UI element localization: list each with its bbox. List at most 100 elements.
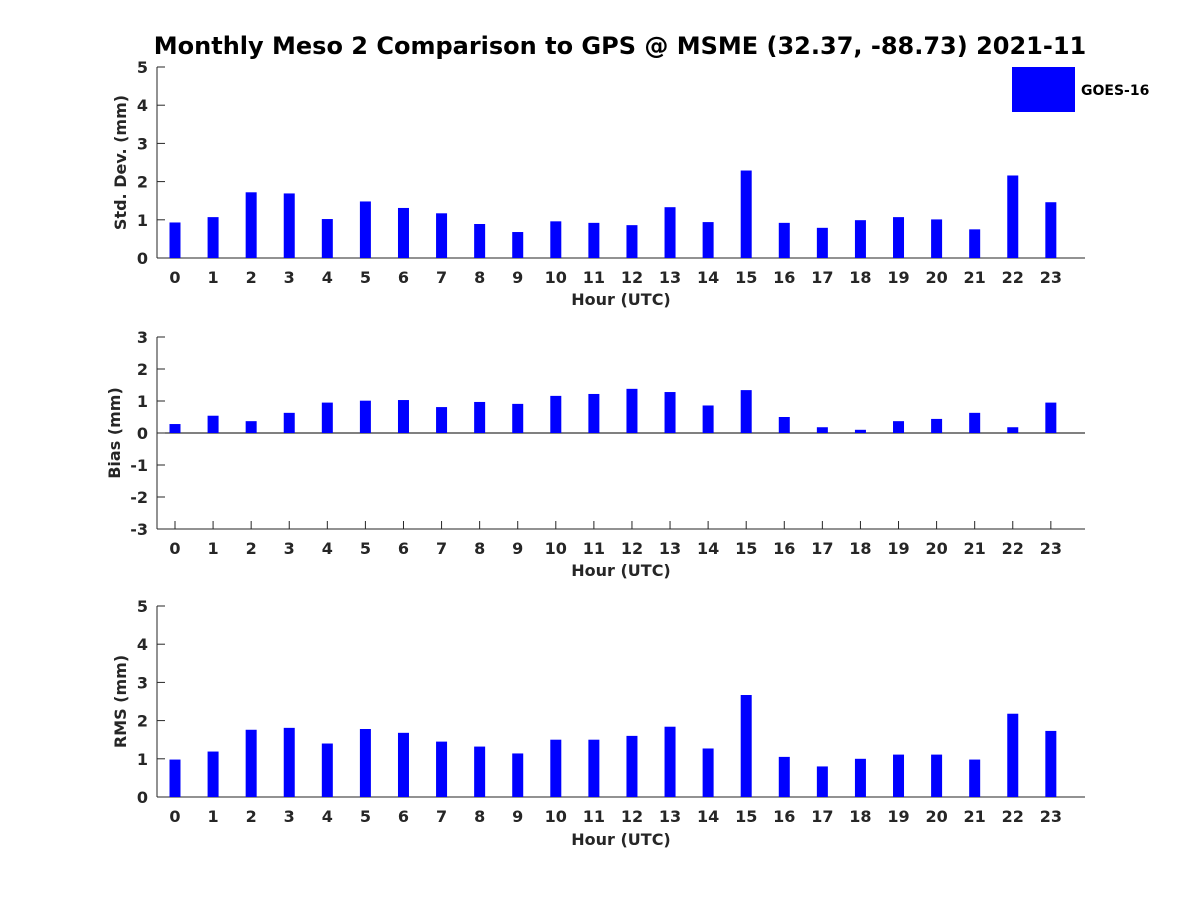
y-tick-label: 5	[137, 58, 148, 77]
x-tick-label: 14	[697, 268, 719, 287]
bar	[626, 735, 638, 797]
x-tick-label: 1	[208, 807, 219, 826]
y-tick-label: 0	[137, 788, 148, 807]
x-tick-label: 13	[659, 807, 681, 826]
x-tick-label: 3	[284, 539, 295, 558]
x-tick-label: 16	[773, 539, 795, 558]
y-tick-label: 1	[137, 750, 148, 769]
x-tick-label: 6	[398, 807, 409, 826]
y-tick-label: -1	[130, 456, 148, 475]
x-tick-label: 2	[246, 807, 257, 826]
bar	[740, 170, 752, 258]
bar	[321, 219, 333, 258]
y-tick-label: 2	[137, 173, 148, 192]
y-tick-label: 3	[137, 328, 148, 347]
y-tick-label: 1	[137, 211, 148, 230]
x-tick-label: 23	[1040, 539, 1062, 558]
bar	[1007, 427, 1019, 433]
x-tick-label: 16	[773, 268, 795, 287]
bar	[664, 392, 676, 433]
y-tick-label: 3	[137, 673, 148, 692]
x-tick-label: 19	[887, 807, 909, 826]
bar	[207, 751, 219, 797]
x-tick-label: 0	[169, 807, 180, 826]
bar	[740, 695, 752, 797]
bar	[359, 400, 371, 433]
bar	[283, 412, 295, 433]
y-tick-label: 4	[137, 96, 148, 115]
bar	[893, 754, 905, 797]
x-tick-label: 20	[925, 268, 947, 287]
x-tick-label: 1	[208, 268, 219, 287]
x-tick-label: 16	[773, 807, 795, 826]
bar	[931, 754, 943, 797]
x-tick-label: 17	[811, 807, 833, 826]
bar	[436, 741, 448, 797]
x-tick-label: 5	[360, 268, 371, 287]
x-tick-label: 8	[474, 539, 485, 558]
bar	[207, 415, 219, 433]
bar	[969, 759, 981, 797]
x-tick-label: 10	[545, 268, 567, 287]
bar	[588, 393, 600, 433]
bar	[550, 739, 562, 797]
bar	[626, 225, 638, 258]
x-tick-label: 12	[621, 539, 643, 558]
bar	[1045, 402, 1057, 433]
bar	[702, 405, 714, 433]
y-tick-label: 0	[137, 424, 148, 443]
bar	[893, 421, 905, 433]
bar	[245, 192, 257, 258]
bar	[321, 743, 333, 797]
x-tick-label: 0	[169, 539, 180, 558]
bar	[1007, 175, 1019, 258]
x-tick-label: 4	[322, 539, 333, 558]
x-tick-label: 8	[474, 268, 485, 287]
legend-swatch	[1012, 67, 1075, 112]
bar	[283, 193, 295, 258]
x-tick-label: 19	[887, 268, 909, 287]
x-tick-label: 23	[1040, 268, 1062, 287]
bar	[359, 729, 371, 797]
bar	[778, 756, 790, 797]
y-tick-label: 3	[137, 134, 148, 153]
x-tick-label: 12	[621, 268, 643, 287]
bar	[512, 403, 524, 433]
bar	[931, 219, 943, 258]
x-tick-label: 21	[964, 807, 986, 826]
x-tick-label: 15	[735, 539, 757, 558]
x-tick-label: 5	[360, 539, 371, 558]
bar	[969, 229, 981, 258]
x-tick-label: 2	[246, 539, 257, 558]
x-tick-label: 18	[849, 539, 871, 558]
bar	[816, 227, 828, 258]
x-tick-label: 21	[964, 539, 986, 558]
bar	[626, 388, 638, 433]
bar	[169, 759, 181, 797]
x-tick-label: 4	[322, 268, 333, 287]
bar	[397, 400, 409, 433]
y-tick-label: 2	[137, 712, 148, 731]
bar	[664, 726, 676, 797]
y-tick-label: 1	[137, 392, 148, 411]
x-axis-label: Hour (UTC)	[571, 830, 671, 849]
bar	[550, 395, 562, 433]
bar	[283, 727, 295, 797]
x-tick-label: 9	[512, 539, 523, 558]
y-tick-label: 0	[137, 249, 148, 268]
x-tick-label: 17	[811, 539, 833, 558]
bar	[474, 746, 486, 797]
x-tick-label: 22	[1002, 807, 1024, 826]
x-tick-label: 10	[545, 807, 567, 826]
y-tick-label: 4	[137, 635, 148, 654]
x-tick-label: 7	[436, 807, 447, 826]
bar	[1045, 202, 1057, 258]
x-tick-label: 22	[1002, 539, 1024, 558]
bar	[588, 222, 600, 258]
x-tick-label: 6	[398, 268, 409, 287]
bar	[512, 232, 524, 258]
x-tick-label: 11	[583, 807, 605, 826]
x-tick-label: 3	[284, 268, 295, 287]
